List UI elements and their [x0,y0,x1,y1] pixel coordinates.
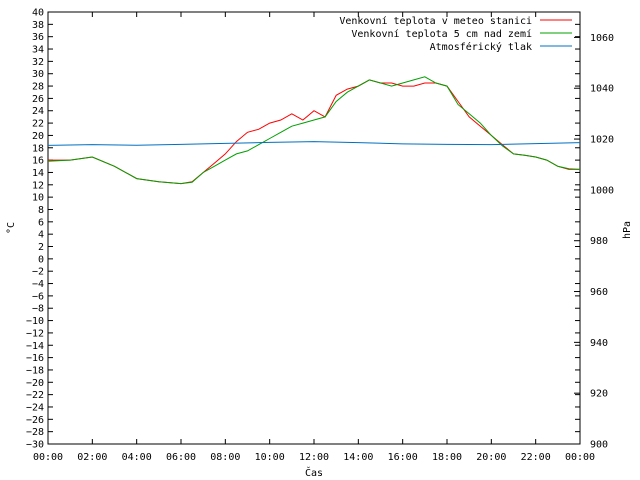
left-tick-label: 38 [32,20,44,31]
right-tick-label: 1000 [590,185,614,196]
x-axis-label: Čas [305,466,323,479]
left-tick-label: 20 [32,131,44,142]
series-line-1 [48,79,580,185]
left-tick-label: 6 [38,217,44,228]
legend-label-1: Venkovní teplota v meteo stanici [339,15,532,27]
x-tick-label: 00:00 [33,452,63,463]
left-tick-label: 36 [32,32,44,43]
left-tick-label: 34 [32,45,44,56]
left-tick-label: −20 [26,378,44,389]
right-tick-label: 1040 [590,84,614,95]
left-tick-label: −16 [26,353,44,364]
left-tick-label: −30 [26,440,44,451]
series-line-2 [47,76,581,185]
left-tick-label: −18 [26,365,44,376]
x-tick-label: 00:00 [565,452,595,463]
left-tick-label: 40 [32,8,44,19]
left-tick-label: 28 [32,82,44,93]
left-tick-label: 32 [32,57,44,68]
left-tick-label: 8 [38,205,44,216]
left-tick-label: 12 [32,180,44,191]
left-tick-label: 0 [38,254,44,265]
left-tick-label: 4 [38,230,44,241]
x-tick-label: 14:00 [343,452,373,463]
left-tick-label: 10 [32,193,44,204]
legend-label-3: Atmosférický tlak [430,41,532,53]
left-tick-label: −2 [32,267,44,278]
right-tick-label: 920 [590,389,608,400]
right-tick-label: 1060 [590,33,614,44]
x-tick-label: 06:00 [166,452,196,463]
left-tick-label: 30 [32,69,44,80]
right-tick-label: 960 [590,287,608,298]
x-tick-label: 18:00 [432,452,462,463]
left-tick-label: 18 [32,143,44,154]
x-tick-label: 08:00 [210,452,240,463]
left-tick-label: −28 [26,427,44,438]
left-tick-label: −6 [32,291,44,302]
series-line-3 [47,141,581,146]
x-tick-label: 12:00 [299,452,329,463]
right-tick-label: 1020 [590,135,614,146]
y-axis-label-left: °C [6,222,17,234]
series-lines [47,76,581,185]
right-tick-label: 980 [590,236,608,247]
left-tick-label: 26 [32,94,44,105]
left-tick-label: 2 [38,242,44,253]
right-tick-label: 900 [590,440,608,451]
left-tick-label: −4 [32,279,44,290]
x-tick-label: 22:00 [521,452,551,463]
left-tick-label: −14 [26,341,44,352]
left-axis-ticks: 4038363432302826242220181614121086420−2−… [26,8,580,451]
left-tick-label: 16 [32,156,44,167]
left-tick-label: −12 [26,328,44,339]
x-axis-ticks: 00:00 02:00 04:00 06:00 08:00 10:00 12:00 14:00… [33,12,595,463]
legend-label-2: Venkovní teplota 5 cm nad zemí [351,28,532,40]
x-tick-label: 04:00 [122,452,152,463]
right-axis-ticks: 1060 1040 1020 1000 980 960 940 920 900 [574,33,614,451]
legend: Venkovní teplota v meteo staniciVenkovní… [339,15,572,53]
x-tick-label: 20:00 [476,452,506,463]
x-tick-label: 10:00 [255,452,285,463]
left-tick-label: −8 [32,304,44,315]
y-axis-label-right: hPa [622,221,633,239]
left-tick-label: −10 [26,316,44,327]
left-tick-label: −26 [26,415,44,426]
right-tick-label: 940 [590,338,608,349]
left-tick-label: 22 [32,119,44,130]
x-tick-label: 16:00 [388,452,418,463]
x-tick-label: 02:00 [77,452,107,463]
left-tick-label: −22 [26,390,44,401]
left-tick-label: 24 [32,106,44,117]
left-tick-label: 14 [32,168,44,179]
plot-frame [47,11,581,445]
left-tick-label: −24 [26,402,44,413]
